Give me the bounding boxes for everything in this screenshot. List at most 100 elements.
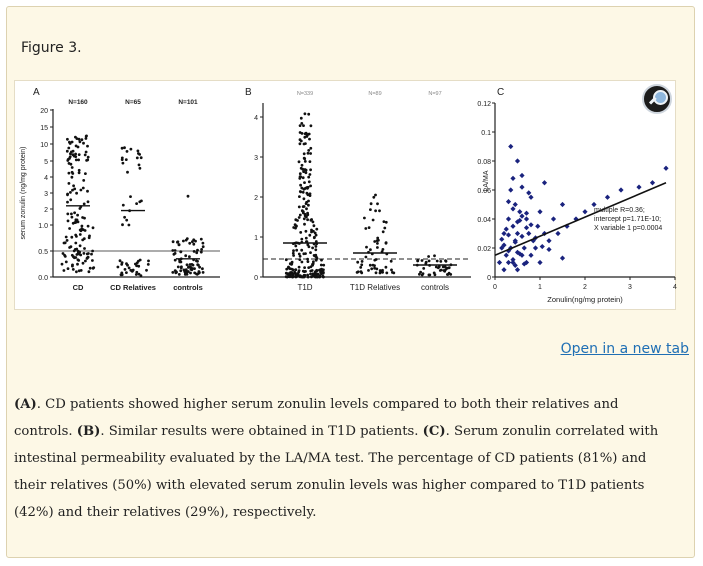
panel-b-point — [306, 243, 310, 247]
panel-b-point — [292, 249, 295, 253]
panel-b-point — [309, 265, 313, 269]
panel-a-point — [185, 237, 189, 241]
panel-c-point — [517, 209, 523, 215]
panel-a-point — [83, 229, 87, 232]
panel-a-point — [72, 184, 75, 188]
panel-a-point — [75, 247, 79, 251]
panel-a-point — [77, 137, 81, 141]
panel-a-point — [187, 266, 190, 269]
panel-b-point — [303, 132, 307, 136]
panel-a-point — [138, 153, 141, 156]
panel-a-point — [173, 249, 177, 252]
panel-a-point — [125, 218, 129, 222]
panel-a-point — [79, 188, 83, 192]
panel-b-y-tick-label: 2 — [254, 195, 258, 202]
panel-b-point — [294, 271, 297, 275]
panel-a-point — [201, 245, 205, 249]
panel-a-y-tick-label: 4 — [44, 175, 48, 182]
panel-a-point — [91, 226, 95, 230]
panel-b-point — [376, 202, 379, 206]
panel-a-point — [127, 223, 131, 227]
panel-c-point — [510, 206, 516, 212]
panel-a-point — [185, 263, 189, 267]
panel-c-point — [521, 261, 527, 267]
open-in-new-tab-link[interactable]: Open in a new tab — [560, 341, 689, 357]
panel-a-point — [73, 187, 77, 191]
panel-c-point — [523, 210, 530, 216]
panel-c-point — [559, 255, 566, 261]
panel-b-point — [298, 258, 302, 261]
panel-a-point — [66, 267, 70, 270]
panel-a-point — [62, 269, 66, 272]
panel-b-point — [290, 262, 294, 266]
panel-a-point — [76, 262, 79, 266]
panel-a-point — [70, 212, 73, 216]
panel-b-point — [307, 112, 311, 116]
panel-b-n-label: N=97 — [428, 91, 441, 97]
panel-a-point — [70, 215, 74, 219]
panel-a-point — [197, 270, 201, 273]
panel-c-annotation: multiple R=0.36; intercept p=1.71E-10; X v… — [594, 207, 662, 232]
panel-a-point — [73, 256, 76, 260]
panel-b-point — [303, 222, 306, 226]
panel-b-point — [378, 271, 382, 275]
panel-c-point — [521, 245, 527, 251]
panel-a-point — [192, 242, 196, 246]
panel-b-point — [304, 229, 308, 233]
panel-b-point — [322, 263, 326, 267]
panel-a-point — [193, 271, 197, 275]
panel-a-point — [194, 239, 197, 243]
panel-b-point — [418, 272, 421, 276]
panel-a-point — [135, 156, 139, 160]
panel-a-point — [145, 268, 148, 272]
figure-image[interactable]: A 0.0 0.5 1.0 2 3 4 5 10 15 20 serum zonulin (ng/mg… — [14, 80, 677, 310]
panel-b-point — [287, 265, 290, 269]
panel-a-point — [71, 188, 74, 192]
panel-a-category-label: controls — [173, 283, 203, 292]
panel-c-point — [501, 230, 507, 237]
panel-a-point — [126, 263, 129, 267]
panel-a-point — [68, 246, 71, 249]
panel-a-point — [129, 195, 132, 198]
panel-b-point — [302, 124, 305, 127]
panel-b-point — [364, 227, 368, 230]
panel-b-point — [298, 274, 302, 278]
panel-b-point — [304, 236, 308, 240]
panel-b-point — [422, 267, 426, 270]
panel-b-point — [391, 271, 394, 274]
panel-b-point — [298, 254, 302, 258]
panel-b-point — [444, 259, 448, 263]
panel-a-point — [82, 179, 86, 182]
panel-a-point — [66, 219, 70, 223]
panel-a-point — [77, 153, 81, 156]
panel-b-point — [304, 252, 307, 256]
panel-b-point — [315, 227, 319, 231]
panel-a-point — [129, 268, 133, 272]
panel-a-point — [75, 191, 78, 195]
panel-b-point — [372, 195, 376, 199]
panel-a-n-label: N=65 — [125, 99, 141, 106]
panel-a-point — [177, 243, 181, 247]
panel-a-point — [90, 252, 93, 256]
panel-a-point — [198, 265, 202, 269]
panel-a-point — [134, 273, 138, 276]
panel-a-point — [77, 158, 80, 162]
panel-b-point — [305, 191, 309, 195]
panel-a-point — [199, 237, 203, 241]
panel-a-point — [137, 264, 141, 268]
panel-b-point — [303, 112, 307, 116]
panel-a-point — [192, 250, 196, 253]
panel-b-point — [303, 266, 306, 269]
panel-a-n-label: N=101 — [178, 99, 198, 106]
panel-b-n-label: N=89 — [368, 91, 381, 97]
panel-b-point — [381, 230, 385, 234]
panel-b-point — [307, 199, 310, 203]
panel-b-point — [375, 267, 379, 271]
panel-c-point — [514, 267, 521, 273]
panel-a-point — [137, 163, 141, 167]
magnifier-icon[interactable] — [642, 84, 672, 114]
panel-a-point — [70, 140, 74, 144]
panel-b-point — [321, 271, 325, 275]
panel-c-point — [503, 252, 509, 258]
panel-c-point — [512, 239, 518, 245]
